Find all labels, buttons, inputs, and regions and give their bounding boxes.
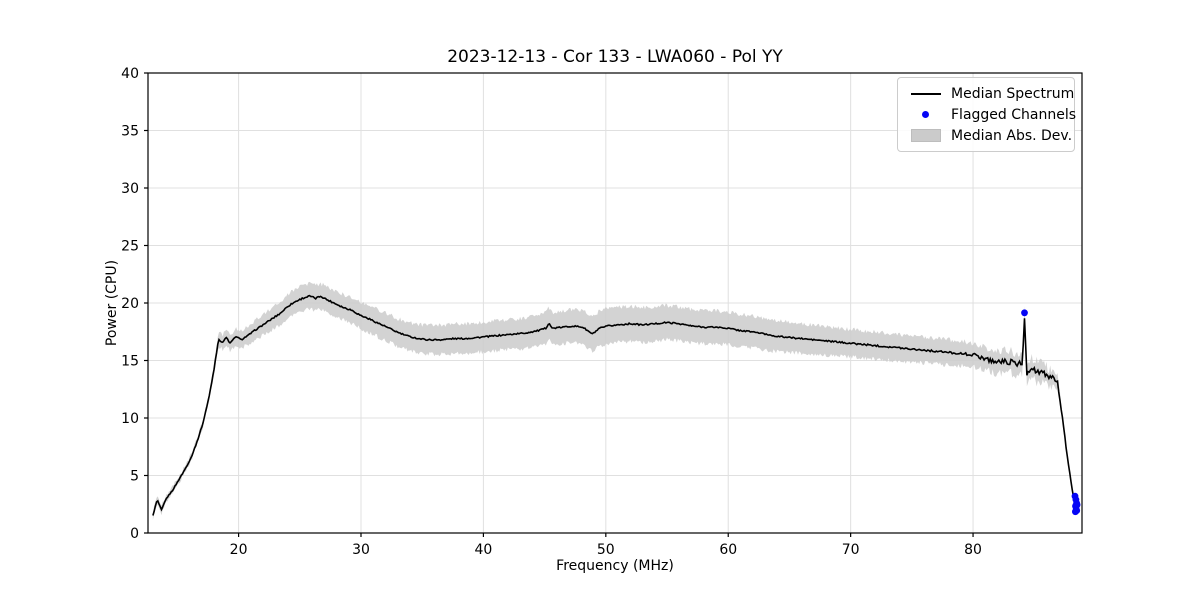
- y-axis-label: Power (CPU): [104, 259, 120, 347]
- y-tick-label: 10: [121, 411, 139, 427]
- mad-patch-swatch-icon: [907, 129, 944, 142]
- legend-item-mad: Median Abs. Dev.: [907, 125, 1072, 146]
- flagged-channel-dot: [1073, 501, 1081, 509]
- tick-labels: 20 30 40 50 60 70 80 0 5 10 15 20 25 30 35 40: [121, 66, 982, 558]
- plot-title: 2023-12-13 - Cor 133 - LWA060 - Pol YY: [447, 47, 783, 67]
- flagged-dot-swatch-icon: [907, 111, 944, 118]
- flagged-channel-dot: [1073, 507, 1081, 514]
- y-tick-label: 15: [121, 354, 139, 370]
- x-tick-label: 30: [352, 542, 370, 558]
- x-tick-label: 80: [964, 542, 982, 558]
- legend: Median Spectrum Flagged Channels Median …: [897, 77, 1076, 152]
- y-tick-label: 35: [121, 124, 139, 140]
- y-tick-label: 5: [130, 469, 139, 485]
- median-spectrum-line: [152, 294, 1078, 516]
- axes: 20 30 40 50 60 70 80 0 5 10 15 20 25 30 35 40: [121, 66, 1083, 558]
- x-axis-label: Frequency (MHz): [556, 558, 674, 574]
- mad-band: [152, 281, 1078, 520]
- x-tick-label: 40: [474, 542, 492, 558]
- median-line-swatch-icon: [907, 92, 944, 95]
- flagged-channels: [1021, 309, 1081, 516]
- y-tick-label: 0: [130, 526, 139, 542]
- x-tick-label: 20: [230, 542, 248, 558]
- legend-item-flagged-channels: Flagged Channels: [907, 104, 1076, 125]
- y-tick-label: 40: [121, 66, 139, 82]
- legend-label: Median Spectrum: [951, 85, 1075, 102]
- legend-item-median-spectrum: Median Spectrum: [907, 83, 1074, 104]
- legend-label: Median Abs. Dev.: [951, 127, 1073, 144]
- tick-marks: [144, 72, 974, 537]
- flagged-channel-dot: [1021, 309, 1028, 317]
- y-tick-label: 30: [121, 181, 139, 197]
- x-tick-label: 50: [597, 542, 615, 558]
- y-tick-label: 20: [121, 296, 139, 312]
- x-tick-label: 60: [719, 542, 737, 558]
- y-tick-label: 25: [121, 239, 139, 255]
- legend-label: Flagged Channels: [951, 106, 1077, 123]
- x-tick-label: 70: [842, 542, 860, 558]
